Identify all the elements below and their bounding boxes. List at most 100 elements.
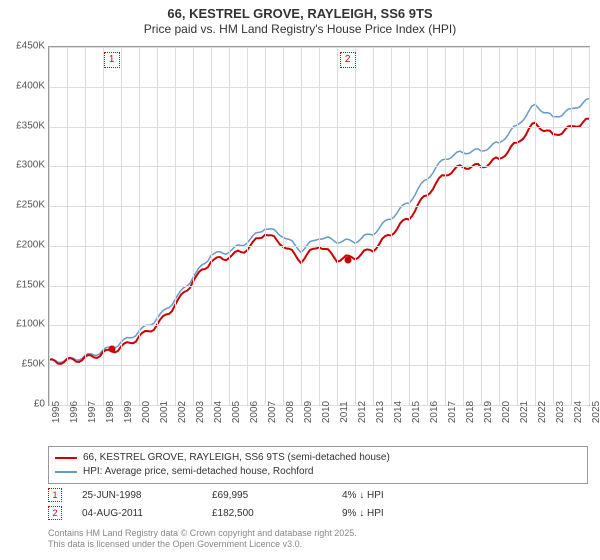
x-gridline: [535, 47, 536, 405]
x-gridline: [139, 47, 140, 405]
title-line1: 66, KESTREL GROVE, RAYLEIGH, SS6 9TS: [0, 6, 600, 22]
x-gridline: [553, 47, 554, 405]
x-gridline: [157, 47, 158, 405]
x-gridline: [589, 47, 590, 405]
sale-info-rows: 125-JUN-1998£69,9954% ↓ HPI204-AUG-2011£…: [48, 486, 588, 522]
title-block: 66, KESTREL GROVE, RAYLEIGH, SS6 9TS Pri…: [0, 0, 600, 37]
x-gridline: [229, 47, 230, 405]
y-tick-label: £300K: [16, 160, 45, 171]
legend-box: 66, KESTREL GROVE, RAYLEIGH, SS6 9TS (se…: [48, 446, 588, 484]
sale-pct-2: 9% ↓ HPI: [342, 508, 492, 519]
x-tick-label: 2014: [393, 401, 404, 423]
x-tick-label: 2025: [591, 401, 600, 423]
sale-marker-1: 1: [104, 52, 120, 68]
y-tick-label: £100K: [16, 319, 45, 330]
x-tick-label: 2020: [501, 401, 512, 423]
x-gridline: [427, 47, 428, 405]
x-tick-label: 2021: [519, 401, 530, 423]
x-tick-label: 2017: [447, 401, 458, 423]
x-tick-label: 1995: [51, 401, 62, 423]
x-gridline: [301, 47, 302, 405]
x-gridline: [319, 47, 320, 405]
x-tick-label: 2007: [267, 401, 278, 423]
x-tick-label: 2004: [213, 401, 224, 423]
y-tick-label: £50K: [22, 359, 45, 370]
sale-date-2: 04-AUG-2011: [82, 508, 192, 519]
x-tick-label: 2024: [573, 401, 584, 423]
chart-container: 66, KESTREL GROVE, RAYLEIGH, SS6 9TS Pri…: [0, 0, 600, 560]
legend-label-price: 66, KESTREL GROVE, RAYLEIGH, SS6 9TS (se…: [83, 451, 390, 465]
x-tick-label: 2005: [231, 401, 242, 423]
legend-label-hpi: HPI: Average price, semi-detached house,…: [83, 465, 314, 479]
x-gridline: [409, 47, 410, 405]
x-gridline: [247, 47, 248, 405]
sale-dot-2: [344, 256, 351, 263]
x-tick-label: 2010: [321, 401, 332, 423]
x-tick-label: 2015: [411, 401, 422, 423]
x-tick-label: 2012: [357, 401, 368, 423]
info-marker-1: 1: [48, 488, 62, 502]
x-gridline: [445, 47, 446, 405]
info-marker-2: 2: [48, 506, 62, 520]
footer-line1: Contains HM Land Registry data © Crown c…: [48, 528, 588, 539]
footer-line2: This data is licensed under the Open Gov…: [48, 539, 588, 550]
x-gridline: [373, 47, 374, 405]
y-tick-label: £350K: [16, 120, 45, 131]
legend-swatch-hpi: [55, 471, 77, 473]
x-tick-label: 2018: [465, 401, 476, 423]
x-gridline: [121, 47, 122, 405]
title-line2: Price paid vs. HM Land Registry's House …: [0, 22, 600, 37]
x-gridline: [355, 47, 356, 405]
sale-date-1: 25-JUN-1998: [82, 490, 192, 501]
sale-price-2: £182,500: [212, 508, 322, 519]
x-gridline: [391, 47, 392, 405]
x-tick-label: 2011: [339, 401, 350, 423]
x-tick-label: 2000: [141, 401, 152, 423]
x-gridline: [499, 47, 500, 405]
y-tick-label: £200K: [16, 239, 45, 250]
chart-plot-area: 12: [48, 46, 590, 406]
y-tick-label: £400K: [16, 80, 45, 91]
x-tick-label: 2001: [159, 401, 170, 423]
sale-pct-1: 4% ↓ HPI: [342, 490, 492, 501]
y-tick-label: £0: [34, 399, 45, 410]
x-tick-label: 2023: [555, 401, 566, 423]
x-gridline: [49, 47, 50, 405]
sale-info-row-2: 2 04-AUG-2011 £182,500 9% ↓ HPI: [48, 504, 588, 522]
legend-swatch-price: [55, 457, 77, 459]
x-gridline: [337, 47, 338, 405]
x-tick-label: 1997: [87, 401, 98, 423]
x-tick-label: 2003: [195, 401, 206, 423]
sale-marker-2: 2: [340, 52, 356, 68]
x-gridline: [463, 47, 464, 405]
x-gridline: [571, 47, 572, 405]
x-tick-label: 2009: [303, 401, 314, 423]
x-tick-label: 1999: [123, 401, 134, 423]
legend-row-price: 66, KESTREL GROVE, RAYLEIGH, SS6 9TS (se…: [55, 451, 581, 465]
x-gridline: [103, 47, 104, 405]
sale-info-row-1: 125-JUN-1998£69,9954% ↓ HPI: [48, 486, 588, 504]
x-gridline: [517, 47, 518, 405]
x-gridline: [211, 47, 212, 405]
x-gridline: [85, 47, 86, 405]
x-tick-label: 2006: [249, 401, 260, 423]
x-tick-label: 1996: [69, 401, 80, 423]
y-tick-label: £450K: [16, 41, 45, 52]
x-tick-label: 1998: [105, 401, 116, 423]
x-gridline: [283, 47, 284, 405]
x-gridline: [481, 47, 482, 405]
x-gridline: [67, 47, 68, 405]
x-gridline: [175, 47, 176, 405]
x-tick-label: 2013: [375, 401, 386, 423]
x-tick-label: 2022: [537, 401, 548, 423]
y-tick-label: £150K: [16, 279, 45, 290]
x-gridline: [193, 47, 194, 405]
x-tick-label: 2019: [483, 401, 494, 423]
x-tick-label: 2008: [285, 401, 296, 423]
footer-text: Contains HM Land Registry data © Crown c…: [48, 528, 588, 551]
sale-dot-1: [108, 346, 115, 353]
x-tick-label: 2002: [177, 401, 188, 423]
x-tick-label: 2016: [429, 401, 440, 423]
x-gridline: [265, 47, 266, 405]
legend-row-hpi: HPI: Average price, semi-detached house,…: [55, 465, 581, 479]
